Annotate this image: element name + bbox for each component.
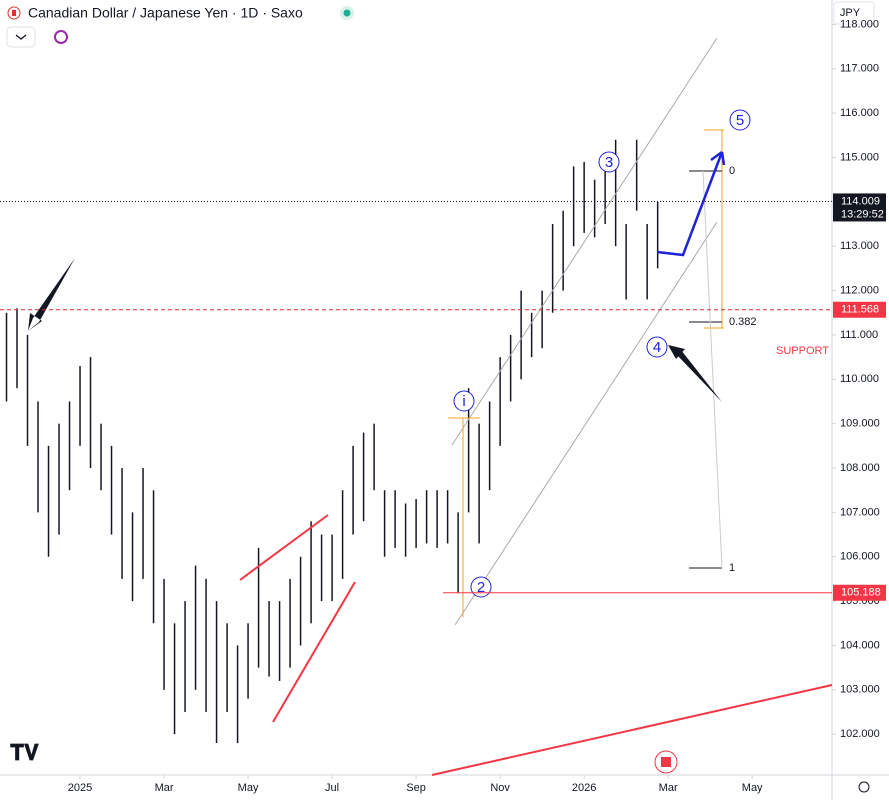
trendline bbox=[431, 684, 833, 776]
x-tick-label: May bbox=[742, 782, 763, 794]
channel-lower bbox=[454, 221, 718, 626]
header: Canadian Dollar / Japanese Yen · 1D · Sa… bbox=[6, 1, 875, 48]
x-tick-label: Nov bbox=[490, 782, 510, 794]
x-tick-label: May bbox=[238, 782, 259, 794]
projection-arrowhead bbox=[710, 150, 726, 166]
last-price-box bbox=[833, 193, 886, 222]
wedge-lower bbox=[272, 581, 356, 723]
x-tick-label: 2026 bbox=[572, 782, 596, 794]
y-tick-label: 117.000 bbox=[840, 63, 879, 75]
wave-circle bbox=[453, 390, 475, 412]
arrow-right bbox=[668, 345, 722, 402]
y-tick-label: 109.000 bbox=[840, 418, 880, 430]
wave-label: 3 bbox=[605, 154, 613, 171]
fib-label: 1 bbox=[729, 562, 735, 574]
dropdown-chevron bbox=[15, 34, 27, 40]
currency-button[interactable] bbox=[833, 1, 875, 25]
y-tick-label: 112.000 bbox=[840, 284, 879, 296]
status-dot bbox=[343, 9, 351, 17]
y-tick-label: 111.000 bbox=[840, 329, 878, 341]
drawings: i 2 3 4 5 0 0.382 1 SUPPORT 𝐓𝐕 bbox=[10, 37, 870, 793]
wave-label: 4 bbox=[653, 339, 661, 356]
projection-path bbox=[656, 151, 724, 257]
wave-circle bbox=[729, 109, 751, 131]
y-tick-label: 115.000 bbox=[840, 151, 879, 163]
wave-label: i bbox=[462, 393, 465, 410]
y-tick-label: 104.000 bbox=[840, 639, 880, 651]
logo: 𝐓𝐕 bbox=[10, 740, 39, 765]
flag-leaf bbox=[12, 10, 16, 16]
y-tick-label: 103.000 bbox=[840, 684, 880, 696]
settings-icon[interactable] bbox=[858, 781, 870, 793]
arrow-left bbox=[28, 258, 75, 331]
x-tick-label: Mar bbox=[659, 782, 678, 794]
y-tick-label: 110.000 bbox=[840, 373, 879, 385]
fib-label: 0.382 bbox=[729, 316, 757, 328]
support-price-label: 111.568 bbox=[841, 304, 879, 316]
currency-label: JPY bbox=[840, 7, 861, 19]
price-bars bbox=[5, 139, 659, 744]
wave-circle bbox=[470, 576, 492, 598]
refresh-icon[interactable] bbox=[54, 30, 68, 44]
support-label: SUPPORT bbox=[776, 345, 829, 357]
wave-label: 2 bbox=[477, 579, 485, 596]
fib-diagonal bbox=[702, 170, 723, 569]
y-tick-label: 107.000 bbox=[840, 506, 880, 518]
wave-circle bbox=[598, 151, 620, 173]
y-tick-label: 118.000 bbox=[840, 18, 879, 30]
support-price-box bbox=[833, 301, 886, 318]
wave-label: 5 bbox=[736, 112, 744, 129]
chart-title: Canadian Dollar / Japanese Yen · 1D · Sa… bbox=[28, 5, 303, 21]
low-price-label: 105.188 bbox=[841, 587, 881, 599]
wedge-upper bbox=[239, 514, 329, 581]
x-tick-label: Mar bbox=[155, 782, 174, 794]
x-tick-label: 2025 bbox=[68, 782, 92, 794]
last-price-label: 114.009 bbox=[841, 195, 880, 207]
low-price-box bbox=[833, 584, 886, 601]
fib-label: 0 bbox=[729, 165, 735, 177]
x-tick-label: Sep bbox=[406, 782, 426, 794]
channel-upper bbox=[451, 37, 718, 446]
y-tick-label: 116.000 bbox=[840, 107, 879, 119]
y-tick-label: 102.000 bbox=[840, 728, 880, 740]
countdown-label: 13:29:52 bbox=[841, 208, 884, 220]
event-flag bbox=[661, 757, 671, 767]
wave-circle bbox=[646, 336, 668, 358]
y-tick-label: 106.000 bbox=[840, 551, 880, 563]
dropdown-button[interactable] bbox=[6, 26, 36, 48]
y-tick-label: 113.000 bbox=[840, 240, 879, 252]
y-tick-label: 108.000 bbox=[840, 462, 880, 474]
x-tick-label: Jul bbox=[325, 782, 339, 794]
